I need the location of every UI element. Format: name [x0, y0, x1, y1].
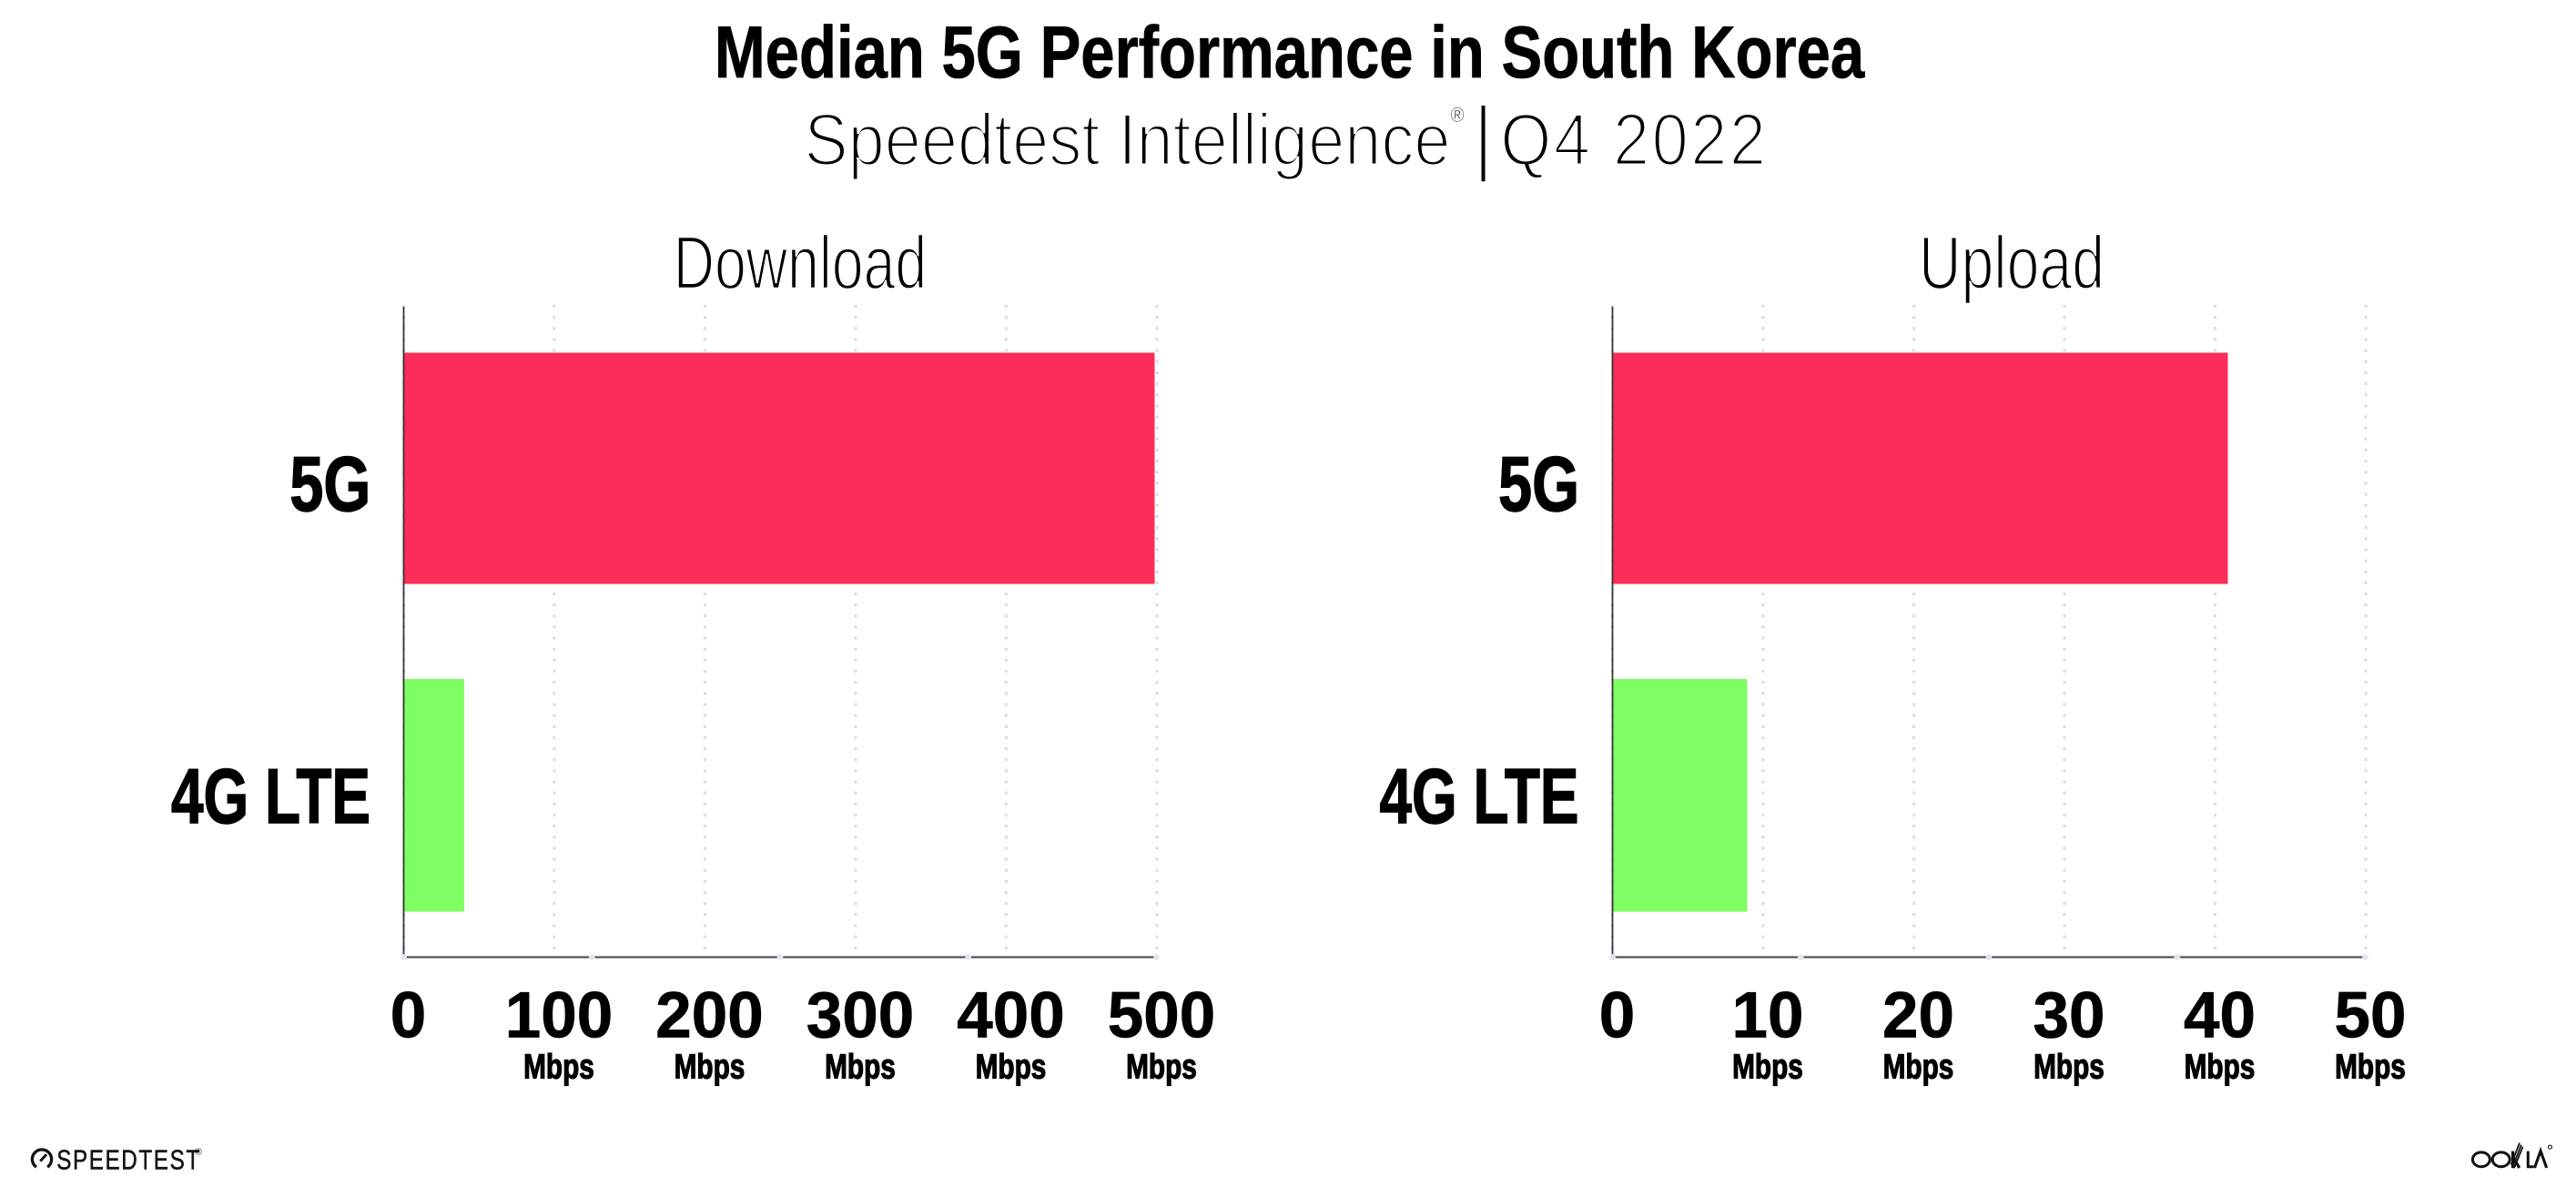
svg-text:Mbps: Mbps	[825, 1048, 896, 1086]
svg-text:4G LTE: 4G LTE	[1380, 753, 1579, 839]
svg-text:400: 400	[957, 980, 1064, 1052]
svg-text:5G: 5G	[1498, 441, 1579, 528]
svg-text:Mbps: Mbps	[2335, 1048, 2406, 1086]
svg-text:Median 5G Performance in South: Median 5G Performance in South Korea	[715, 11, 1865, 93]
svg-text:0: 0	[1599, 980, 1636, 1052]
svg-text:Mbps: Mbps	[1126, 1048, 1197, 1086]
svg-text:Mbps: Mbps	[1732, 1048, 1803, 1086]
svg-text:Upload: Upload	[1919, 220, 2104, 305]
svg-text:Mbps: Mbps	[976, 1048, 1047, 1086]
svg-text:Mbps: Mbps	[1883, 1048, 1954, 1086]
svg-text:®: ®	[195, 1147, 202, 1158]
svg-text:0: 0	[390, 980, 427, 1052]
svg-text:50: 50	[2335, 980, 2407, 1052]
svg-text:40: 40	[2184, 980, 2256, 1052]
svg-text:4G LTE: 4G LTE	[171, 753, 370, 839]
svg-text:100: 100	[505, 980, 613, 1052]
svg-text:10: 10	[1732, 980, 1804, 1052]
svg-text:Mbps: Mbps	[674, 1048, 745, 1086]
svg-text:SPEEDTEST: SPEEDTEST	[56, 1144, 200, 1175]
svg-text:300: 300	[806, 980, 914, 1052]
svg-text:Mbps: Mbps	[523, 1048, 594, 1086]
svg-text:Mbps: Mbps	[2185, 1048, 2256, 1086]
svg-text:30: 30	[2033, 980, 2105, 1052]
svg-text:Download: Download	[674, 219, 927, 305]
svg-text:Speedtest Intelligence® | Q4 2: Speedtest Intelligence® | Q4 2022	[804, 90, 1768, 183]
svg-text:500: 500	[1108, 980, 1215, 1052]
svg-text:5G: 5G	[289, 441, 370, 528]
svg-text:Mbps: Mbps	[2033, 1048, 2104, 1086]
svg-text:20: 20	[1882, 980, 1954, 1052]
svg-text:200: 200	[655, 980, 763, 1052]
